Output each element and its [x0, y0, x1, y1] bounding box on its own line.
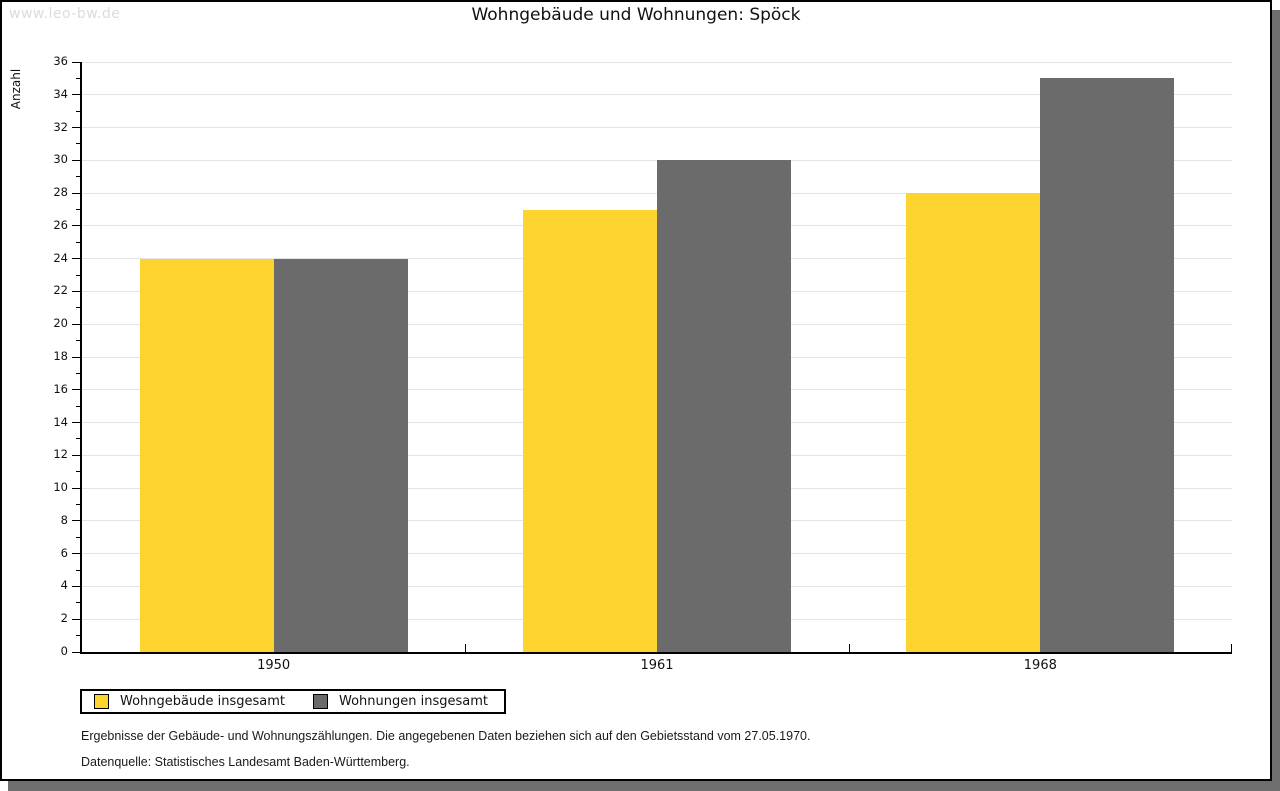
y-tick-31 [76, 143, 80, 145]
y-tick-16 [72, 389, 80, 391]
x-boundary-tick-1 [465, 644, 467, 652]
legend-label-wohngebaeude: Wohngebäude insgesamt [120, 694, 285, 709]
y-tick-label-8: 8 [60, 512, 68, 527]
y-tick-11 [76, 471, 80, 473]
y-tick-label-24: 24 [53, 250, 68, 265]
bar-1950-series-1 [273, 258, 408, 652]
y-tick-34 [72, 94, 80, 96]
y-tick-36 [72, 61, 80, 63]
y-tick-label-30: 30 [53, 152, 68, 167]
bar-1961-series-0 [523, 209, 657, 652]
y-tick-21 [76, 307, 80, 309]
y-tick-20 [72, 323, 80, 325]
y-tick-32 [72, 127, 80, 129]
x-category-label-1968: 1968 [1023, 658, 1057, 673]
footnote-gebietsstand: Ergebnisse der Gebäude- und Wohnungszähl… [81, 729, 811, 743]
bar-1950-series-0 [139, 258, 274, 652]
y-tick-0 [72, 651, 80, 653]
y-tick-label-14: 14 [53, 414, 68, 429]
y-tick-label-22: 22 [53, 283, 68, 298]
x-category-label-1950: 1950 [257, 658, 291, 673]
y-tick-35 [76, 77, 80, 79]
bar-1961-series-1 [657, 160, 791, 652]
x-boundary-tick-3 [1231, 644, 1232, 652]
bar-1968-series-1 [1040, 78, 1175, 652]
legend-label-wohnungen: Wohnungen insgesamt [339, 694, 488, 709]
y-tick-9 [76, 504, 80, 505]
y-tick-30 [72, 159, 80, 161]
y-tick-7 [76, 536, 80, 538]
y-tick-label-26: 26 [53, 217, 68, 232]
y-tick-4 [72, 585, 80, 587]
y-tick-label-4: 4 [60, 578, 68, 593]
y-tick-29 [76, 176, 80, 178]
legend-item-wohngebaeude: Wohngebäude insgesamt [94, 694, 285, 709]
legend-swatch-wohnungen [313, 694, 328, 709]
y-tick-22 [72, 290, 80, 292]
y-tick-label-18: 18 [53, 349, 68, 363]
y-tick-3 [76, 602, 80, 604]
y-tick-27 [76, 209, 80, 210]
y-tick-8 [72, 520, 80, 522]
plot-area: 0 2 4 6 8 10 12 14 16 18 20 22 24 26 28 30 32 34 36 1950 196… [53, 54, 1232, 673]
y-tick-label-32: 32 [53, 119, 68, 134]
gridline-y-34 [82, 94, 1232, 96]
legend-item-wohnungen: Wohnungen insgesamt [313, 694, 488, 709]
y-tick-label-34: 34 [53, 86, 68, 101]
y-tick-25 [76, 241, 80, 243]
gridline-y-36 [82, 61, 1232, 63]
y-tick-28 [72, 192, 80, 194]
watermark-url: www.leo-bw.de [9, 6, 121, 22]
y-tick-6 [72, 553, 80, 555]
y-tick-13 [76, 438, 80, 440]
y-tick-14 [72, 422, 80, 424]
y-tick-24 [72, 258, 80, 260]
footnote-datenquelle: Datenquelle: Statistisches Landesamt Bad… [81, 755, 410, 769]
y-tick-19 [76, 340, 80, 342]
y-tick-17 [76, 372, 80, 374]
x-boundary-tick-2 [848, 644, 850, 652]
y-tick-2 [72, 618, 80, 620]
y-tick-label-10: 10 [53, 480, 68, 495]
y-tick-label-20: 20 [53, 316, 68, 331]
bar-1968-series-0 [906, 193, 1041, 652]
y-tick-label-2: 2 [60, 611, 68, 626]
y-tick-label-16: 16 [53, 381, 68, 396]
y-tick-12 [72, 454, 80, 456]
y-tick-1 [76, 635, 80, 637]
gridline-y-32 [82, 127, 1232, 129]
y-tick-23 [76, 274, 80, 276]
legend-swatch-wohngebaeude [94, 694, 109, 709]
x-category-label-1961: 1961 [640, 658, 674, 673]
y-tick-label-28: 28 [53, 185, 68, 200]
y-tick-label-0: 0 [60, 644, 68, 658]
y-tick-33 [76, 110, 80, 112]
y-tick-18 [72, 356, 80, 358]
y-axis-title: Anzahl [9, 68, 23, 110]
legend: Wohngebäude insgesamt Wohnungen insgesam… [80, 689, 506, 714]
y-tick-10 [72, 487, 80, 489]
y-tick-label-6: 6 [60, 545, 68, 560]
page-title: Wohngebäude und Wohnungen: Spöck [471, 5, 801, 25]
y-tick-15 [76, 405, 80, 407]
y-tick-5 [76, 569, 80, 571]
y-tick-label-36: 36 [53, 54, 68, 68]
y-tick-26 [72, 225, 80, 227]
y-tick-label-12: 12 [53, 447, 68, 462]
